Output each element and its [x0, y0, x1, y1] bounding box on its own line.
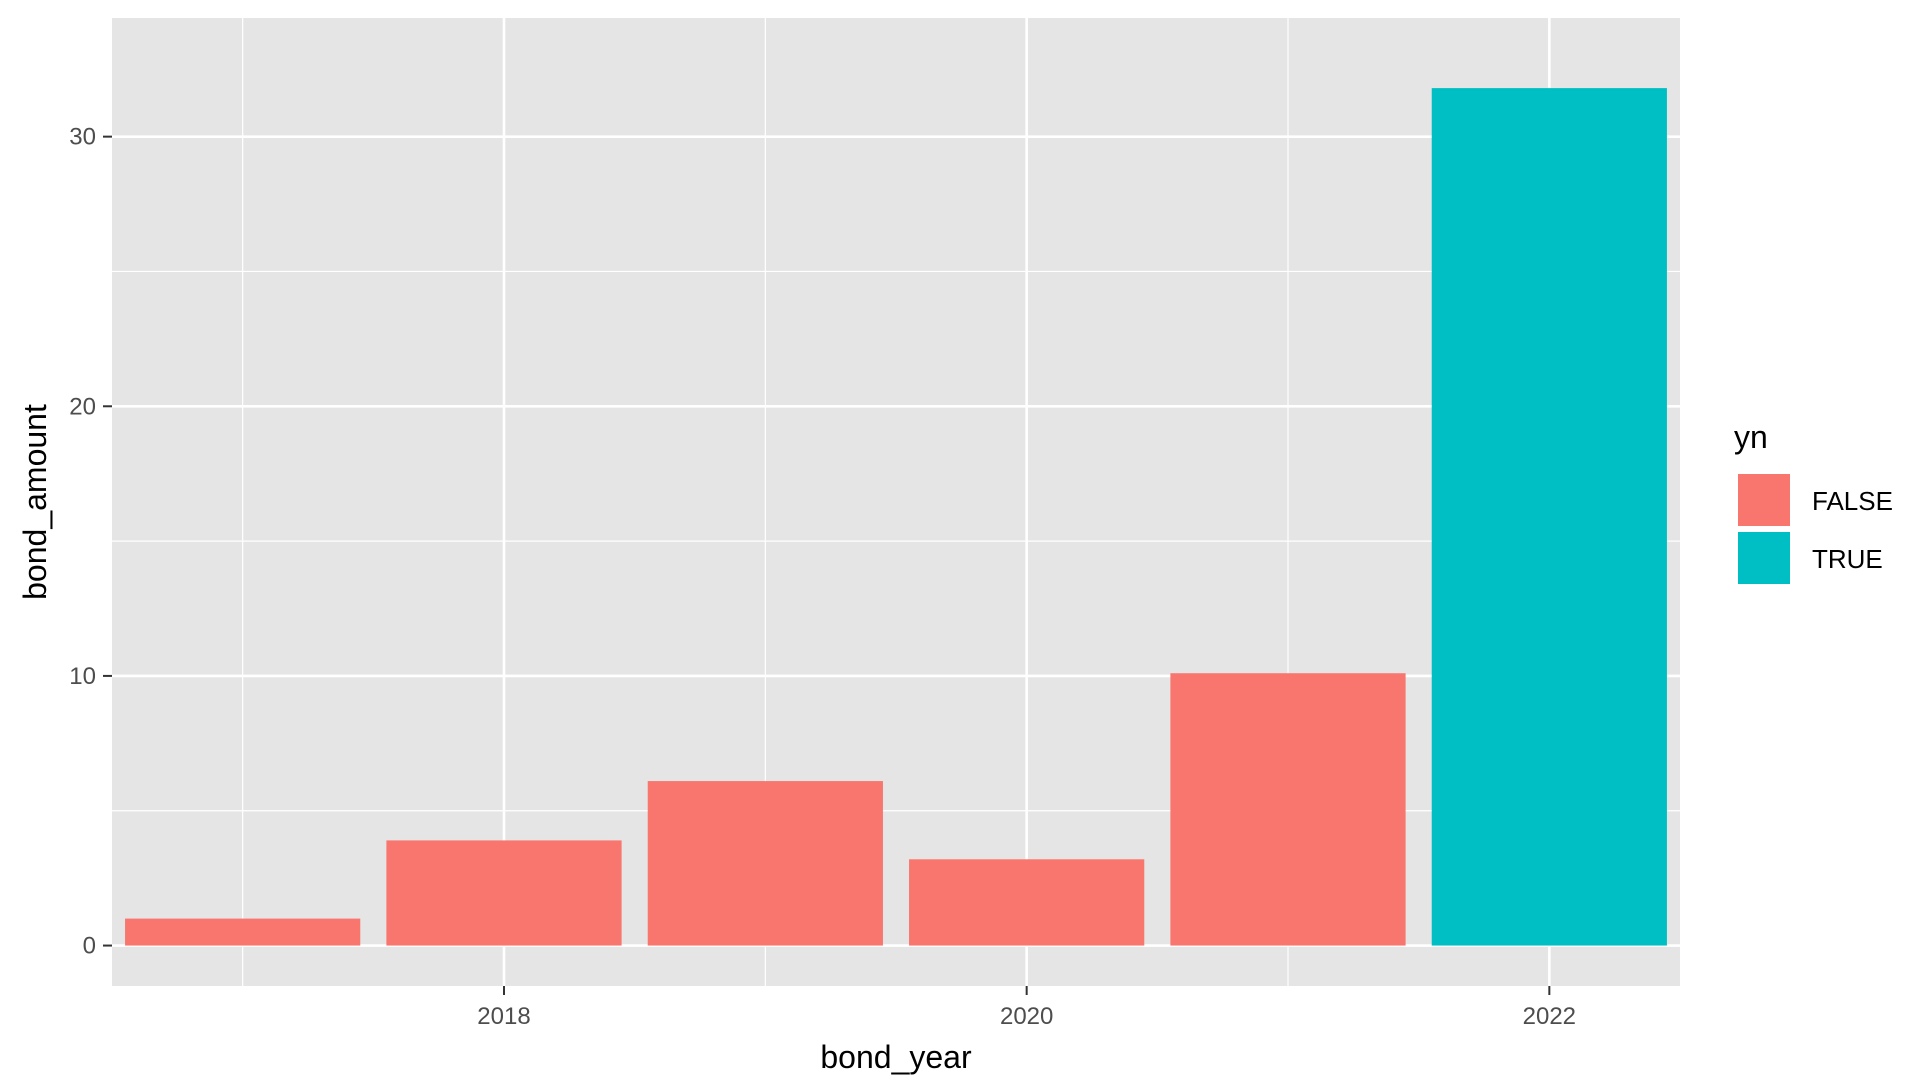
legend-label-false: FALSE — [1812, 486, 1893, 516]
bar-2018 — [386, 840, 622, 946]
legend: yn FALSE TRUE — [1734, 419, 1893, 584]
y-axis: 0 10 20 30 — [69, 124, 112, 960]
x-tick-label: 2020 — [1000, 1003, 1053, 1030]
bar-2021 — [1170, 673, 1406, 946]
bar-2022 — [1431, 88, 1667, 946]
y-tick-label: 20 — [69, 393, 96, 420]
legend-key-true — [1738, 532, 1790, 584]
bar-2019 — [647, 781, 883, 946]
x-tick-label: 2018 — [477, 1003, 530, 1030]
legend-title: yn — [1734, 419, 1768, 455]
panel-background — [112, 18, 1680, 986]
legend-key-false — [1738, 474, 1790, 526]
y-tick-label: 10 — [69, 663, 96, 690]
bar-2020 — [909, 859, 1145, 946]
y-tick-label: 0 — [83, 933, 96, 960]
legend-label-true: TRUE — [1812, 544, 1883, 574]
x-tick-label: 2022 — [1523, 1003, 1576, 1030]
major-gridlines — [112, 18, 1680, 986]
bar-2017 — [125, 918, 361, 946]
bars — [125, 88, 1667, 946]
y-axis-title: bond_amount — [17, 404, 53, 600]
y-tick-label: 30 — [69, 124, 96, 151]
x-axis-title: bond_year — [820, 1039, 972, 1075]
x-axis: 2018 2020 2022 — [477, 986, 1576, 1030]
